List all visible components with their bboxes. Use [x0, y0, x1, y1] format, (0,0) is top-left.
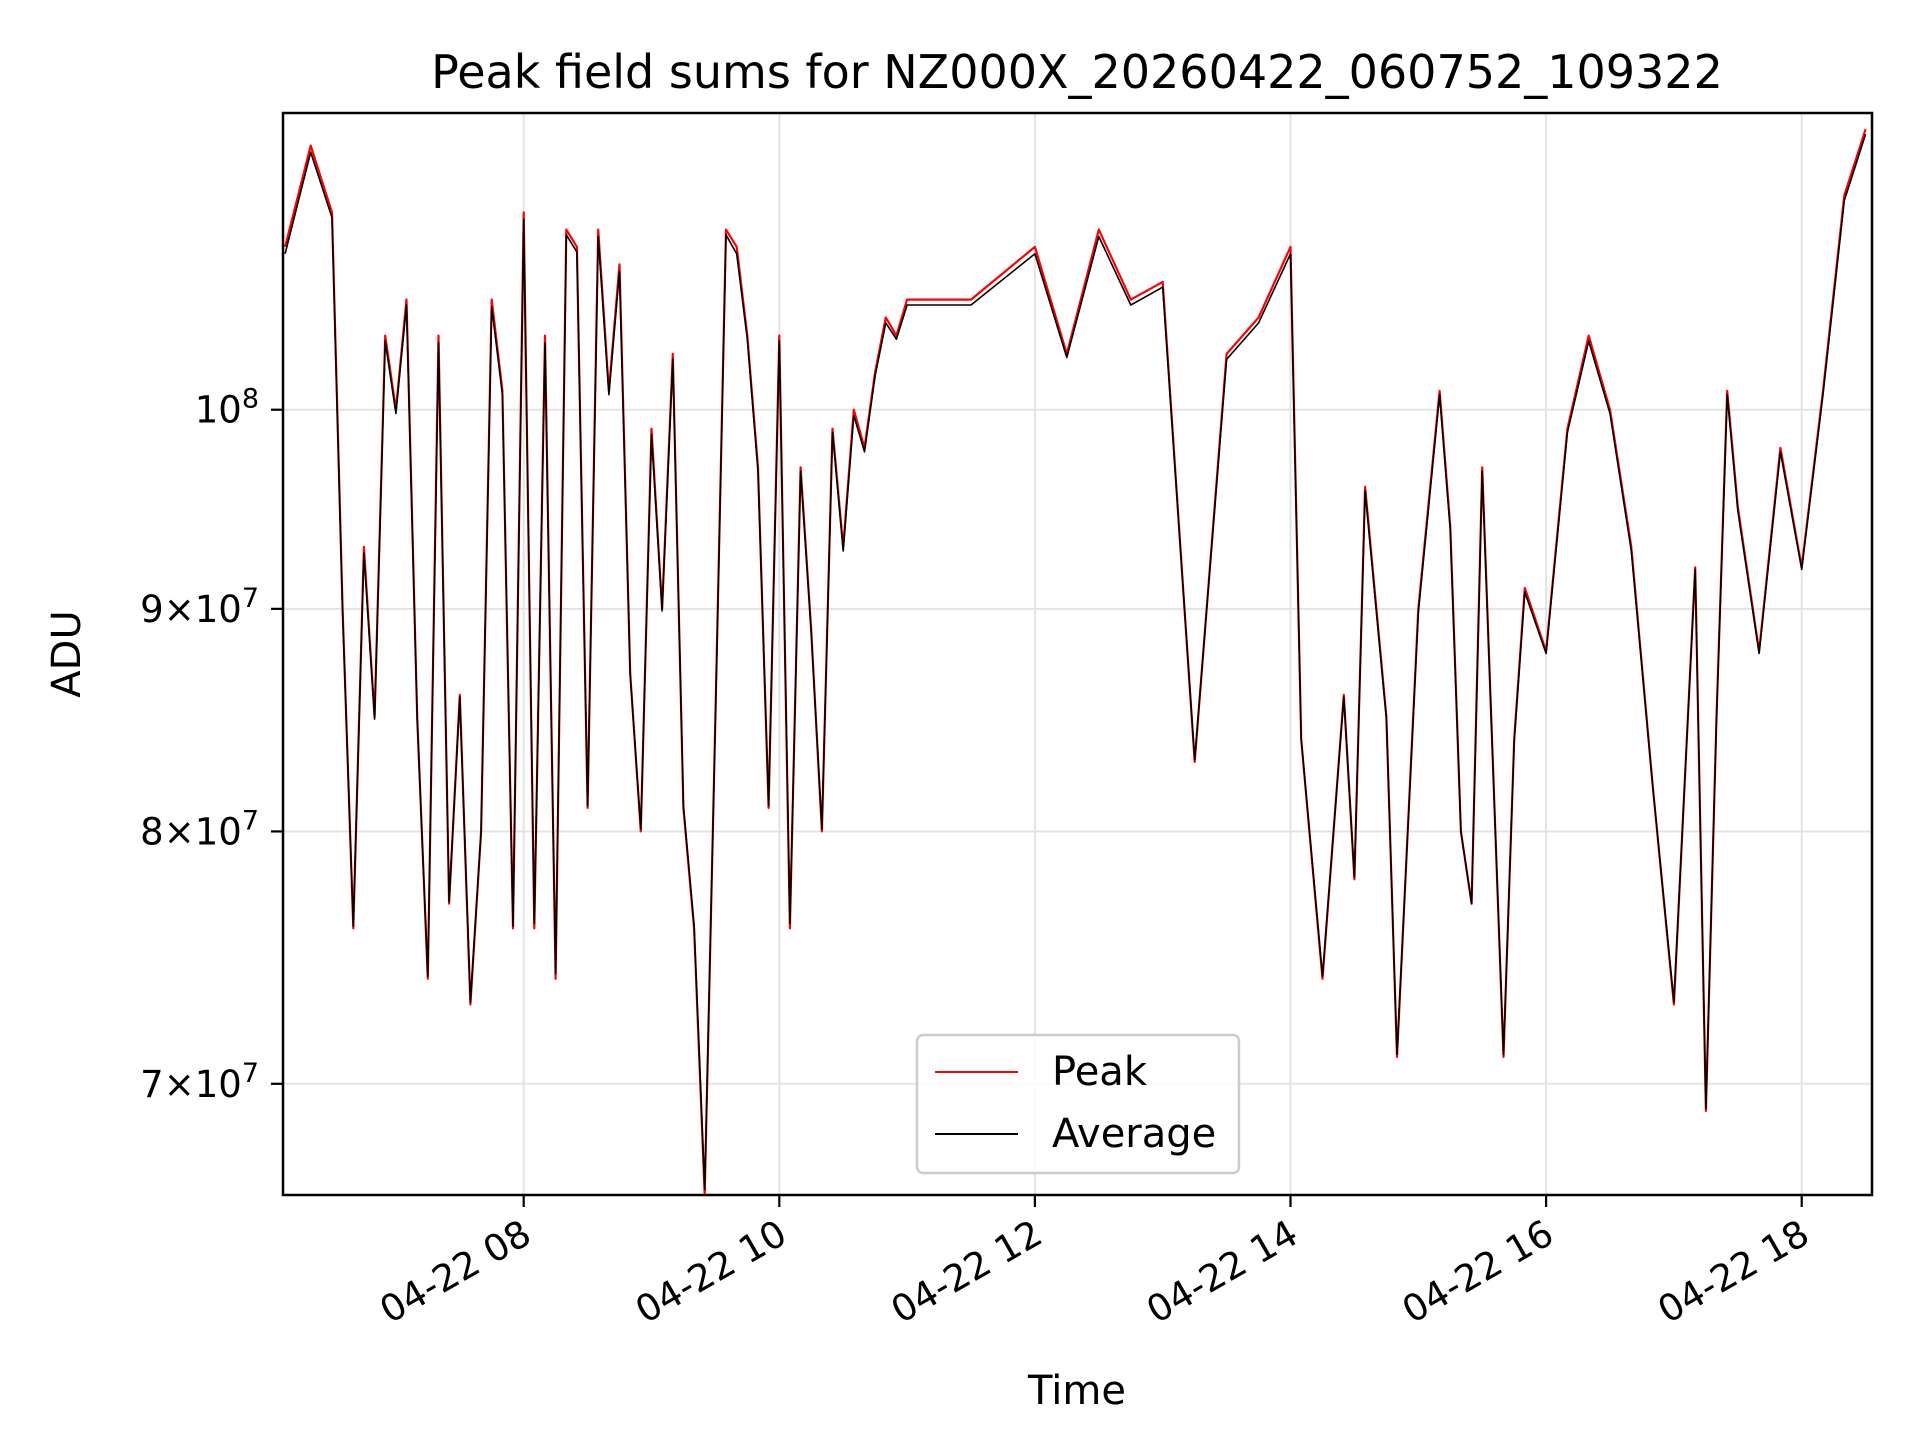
legend: Peak Average — [915, 1033, 1241, 1175]
chart-title: Peak field sums for NZ000X_20260422_0607… — [431, 45, 1723, 99]
y-tick-label: 7×107 — [140, 1058, 259, 1106]
series-line-average — [284, 133, 1867, 1191]
series-lines — [284, 128, 1867, 1197]
y-axis-label: ADU — [44, 610, 90, 697]
x-axis-label: Time — [1027, 1368, 1126, 1414]
plot-frame — [281, 111, 1874, 1197]
legend-frame — [915, 1033, 1241, 1175]
legend-average-label: Average — [1052, 1111, 1216, 1157]
y-tick-label: 108 — [195, 384, 259, 432]
y-tick-label: 8×107 — [140, 805, 259, 853]
legend-peak-label: Peak — [1052, 1049, 1148, 1095]
y-tick-label: 9×107 — [140, 583, 259, 631]
y-axis: 108 9×107 8×107 7×107 — [140, 384, 283, 1106]
